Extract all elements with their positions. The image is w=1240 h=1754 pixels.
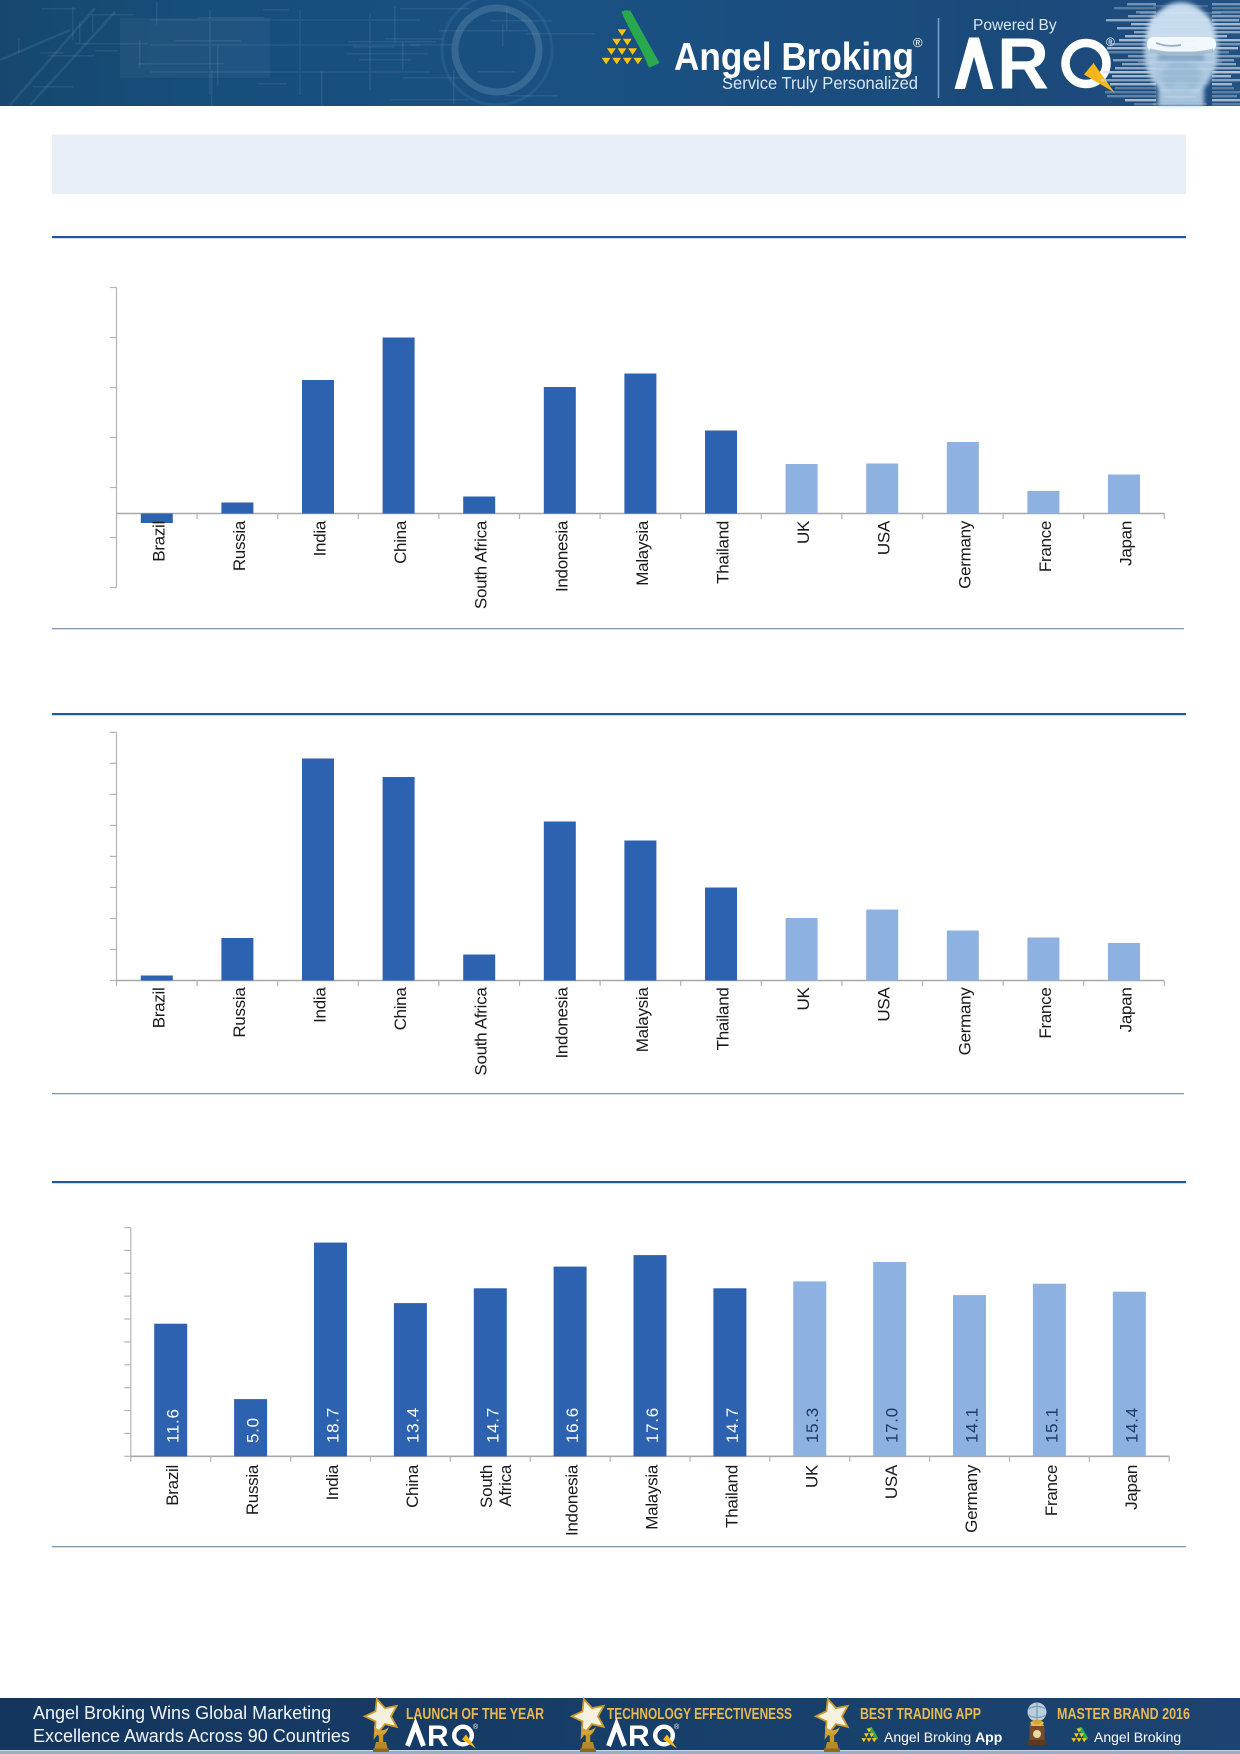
svg-text:Germany: Germany xyxy=(955,987,974,1056)
svg-text:Brazil: Brazil xyxy=(163,1465,182,1506)
svg-text:India: India xyxy=(311,987,330,1023)
svg-text:UK: UK xyxy=(794,520,813,544)
svg-text:®: ® xyxy=(1106,35,1115,49)
svg-text:15.3: 15.3 xyxy=(803,1407,822,1443)
svg-text:Japan: Japan xyxy=(1117,988,1136,1033)
svg-text:USA: USA xyxy=(875,520,894,555)
svg-text:Angel Broking Wins Global Mark: Angel Broking Wins Global Marketing xyxy=(33,1703,331,1723)
svg-text:Indonesia: Indonesia xyxy=(563,1464,582,1536)
svg-text:France: France xyxy=(1042,1465,1061,1516)
svg-text:Malaysia: Malaysia xyxy=(643,1464,662,1530)
svg-text:UK: UK xyxy=(794,987,813,1011)
svg-text:China: China xyxy=(403,1464,422,1508)
svg-text:14.1: 14.1 xyxy=(963,1407,982,1443)
svg-text:China: China xyxy=(391,520,410,564)
svg-text:Angel Broking: Angel Broking xyxy=(674,36,914,79)
svg-text:USA: USA xyxy=(875,987,894,1022)
svg-text:Excellence Awards Across 90 Co: Excellence Awards Across 90 Countries xyxy=(33,1726,350,1746)
svg-text:Malaysia: Malaysia xyxy=(633,520,652,586)
svg-text:Indonesia: Indonesia xyxy=(552,987,571,1059)
svg-text:Japan: Japan xyxy=(1117,521,1136,566)
svg-text:Russia: Russia xyxy=(243,1464,262,1515)
svg-text:Malaysia: Malaysia xyxy=(633,987,652,1053)
svg-text:14.4: 14.4 xyxy=(1122,1407,1141,1443)
svg-text:India: India xyxy=(323,1464,342,1500)
svg-text:17.6: 17.6 xyxy=(643,1407,662,1443)
svg-text:Japan: Japan xyxy=(1122,1465,1141,1510)
svg-text:R: R xyxy=(628,1720,650,1753)
svg-text:18.7: 18.7 xyxy=(324,1407,343,1443)
svg-text:13.4: 13.4 xyxy=(403,1407,422,1443)
svg-text:14.7: 14.7 xyxy=(483,1407,502,1443)
svg-text:Brazil: Brazil xyxy=(149,521,168,562)
svg-text:Thailand: Thailand xyxy=(714,988,733,1051)
svg-text:14.7: 14.7 xyxy=(723,1407,742,1443)
svg-text:LAUNCH OF THE YEAR: LAUNCH OF THE YEAR xyxy=(406,1706,544,1723)
svg-text:Service Truly Personalized: Service Truly Personalized xyxy=(722,73,918,93)
svg-text:Germany: Germany xyxy=(962,1464,981,1533)
svg-text:USA: USA xyxy=(882,1464,901,1499)
svg-text:TECHNOLOGY EFFECTIVENESS: TECHNOLOGY EFFECTIVENESS xyxy=(607,1706,792,1723)
svg-text:Thailand: Thailand xyxy=(722,1465,741,1528)
svg-text:R: R xyxy=(427,1720,449,1753)
svg-text:17.0: 17.0 xyxy=(883,1407,902,1443)
svg-text:France: France xyxy=(1036,988,1055,1039)
svg-text:India: India xyxy=(311,520,330,556)
svg-text:South Africa: South Africa xyxy=(472,520,491,609)
svg-text:Brazil: Brazil xyxy=(149,988,168,1029)
svg-text:Angel Broking App: Angel Broking App xyxy=(884,1729,1002,1745)
svg-text:®: ® xyxy=(913,35,923,50)
svg-text:UK: UK xyxy=(802,1464,821,1488)
svg-text:Russia: Russia xyxy=(230,520,249,571)
svg-text:France: France xyxy=(1036,521,1055,572)
svg-text:16.6: 16.6 xyxy=(563,1407,582,1443)
svg-text:Powered By: Powered By xyxy=(973,17,1057,34)
svg-text:South Africa: South Africa xyxy=(472,987,491,1076)
svg-text:®: ® xyxy=(473,1723,479,1731)
svg-text:Germany: Germany xyxy=(955,520,974,589)
svg-text:Angel Broking: Angel Broking xyxy=(1094,1729,1181,1745)
svg-text:MASTER BRAND 2016: MASTER BRAND 2016 xyxy=(1057,1706,1190,1723)
svg-text:15.1: 15.1 xyxy=(1042,1407,1061,1443)
svg-text:Thailand: Thailand xyxy=(714,521,733,584)
svg-text:Indonesia: Indonesia xyxy=(552,520,571,592)
svg-text:Russia: Russia xyxy=(230,987,249,1038)
svg-text:China: China xyxy=(391,987,410,1031)
svg-text:11.6: 11.6 xyxy=(164,1408,183,1443)
svg-text:®: ® xyxy=(674,1723,680,1731)
svg-text:South: South xyxy=(477,1465,496,1508)
svg-text:BEST TRADING APP: BEST TRADING APP xyxy=(860,1706,981,1723)
svg-text:R: R xyxy=(997,25,1049,105)
svg-text:Africa: Africa xyxy=(496,1464,515,1507)
svg-text:5.0: 5.0 xyxy=(244,1417,263,1443)
